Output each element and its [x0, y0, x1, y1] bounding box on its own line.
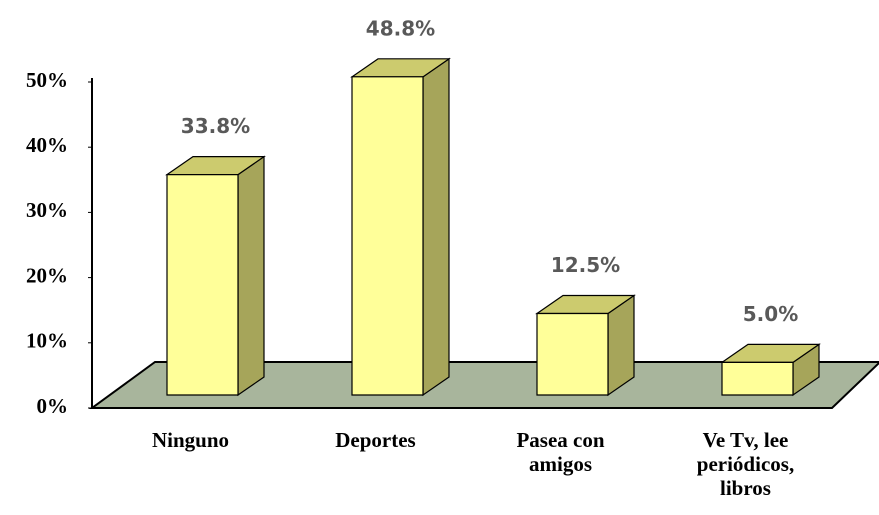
y-tick-label: 0% [37, 394, 69, 418]
y-tick-label: 40% [26, 133, 68, 157]
data-label: 5.0% [743, 302, 798, 326]
bar-side [422, 57, 450, 397]
bar-side [237, 155, 265, 397]
bar-front [536, 312, 609, 396]
data-label: 33.8% [181, 114, 250, 138]
x-tick-label: Pasea con amigos [516, 428, 605, 476]
bar [720, 343, 821, 397]
bar [350, 57, 451, 397]
y-tick-label: 10% [26, 329, 68, 353]
y-tick-label: 20% [26, 263, 68, 287]
x-tick-label: Ve Tv, lee periódicos, libros [696, 428, 795, 500]
y-tick-label: 30% [26, 198, 68, 222]
bar-front [166, 174, 239, 396]
bar [535, 294, 636, 397]
bar [165, 155, 266, 397]
floor [88, 361, 879, 409]
x-tick-label: Deportes [335, 428, 416, 452]
x-tick-label: Ninguno [151, 428, 230, 452]
data-label: 12.5% [551, 253, 620, 277]
bar-front [351, 76, 424, 396]
bar-front [721, 361, 794, 396]
data-label: 48.8% [366, 16, 435, 40]
y-tick-label: 50% [26, 68, 68, 92]
